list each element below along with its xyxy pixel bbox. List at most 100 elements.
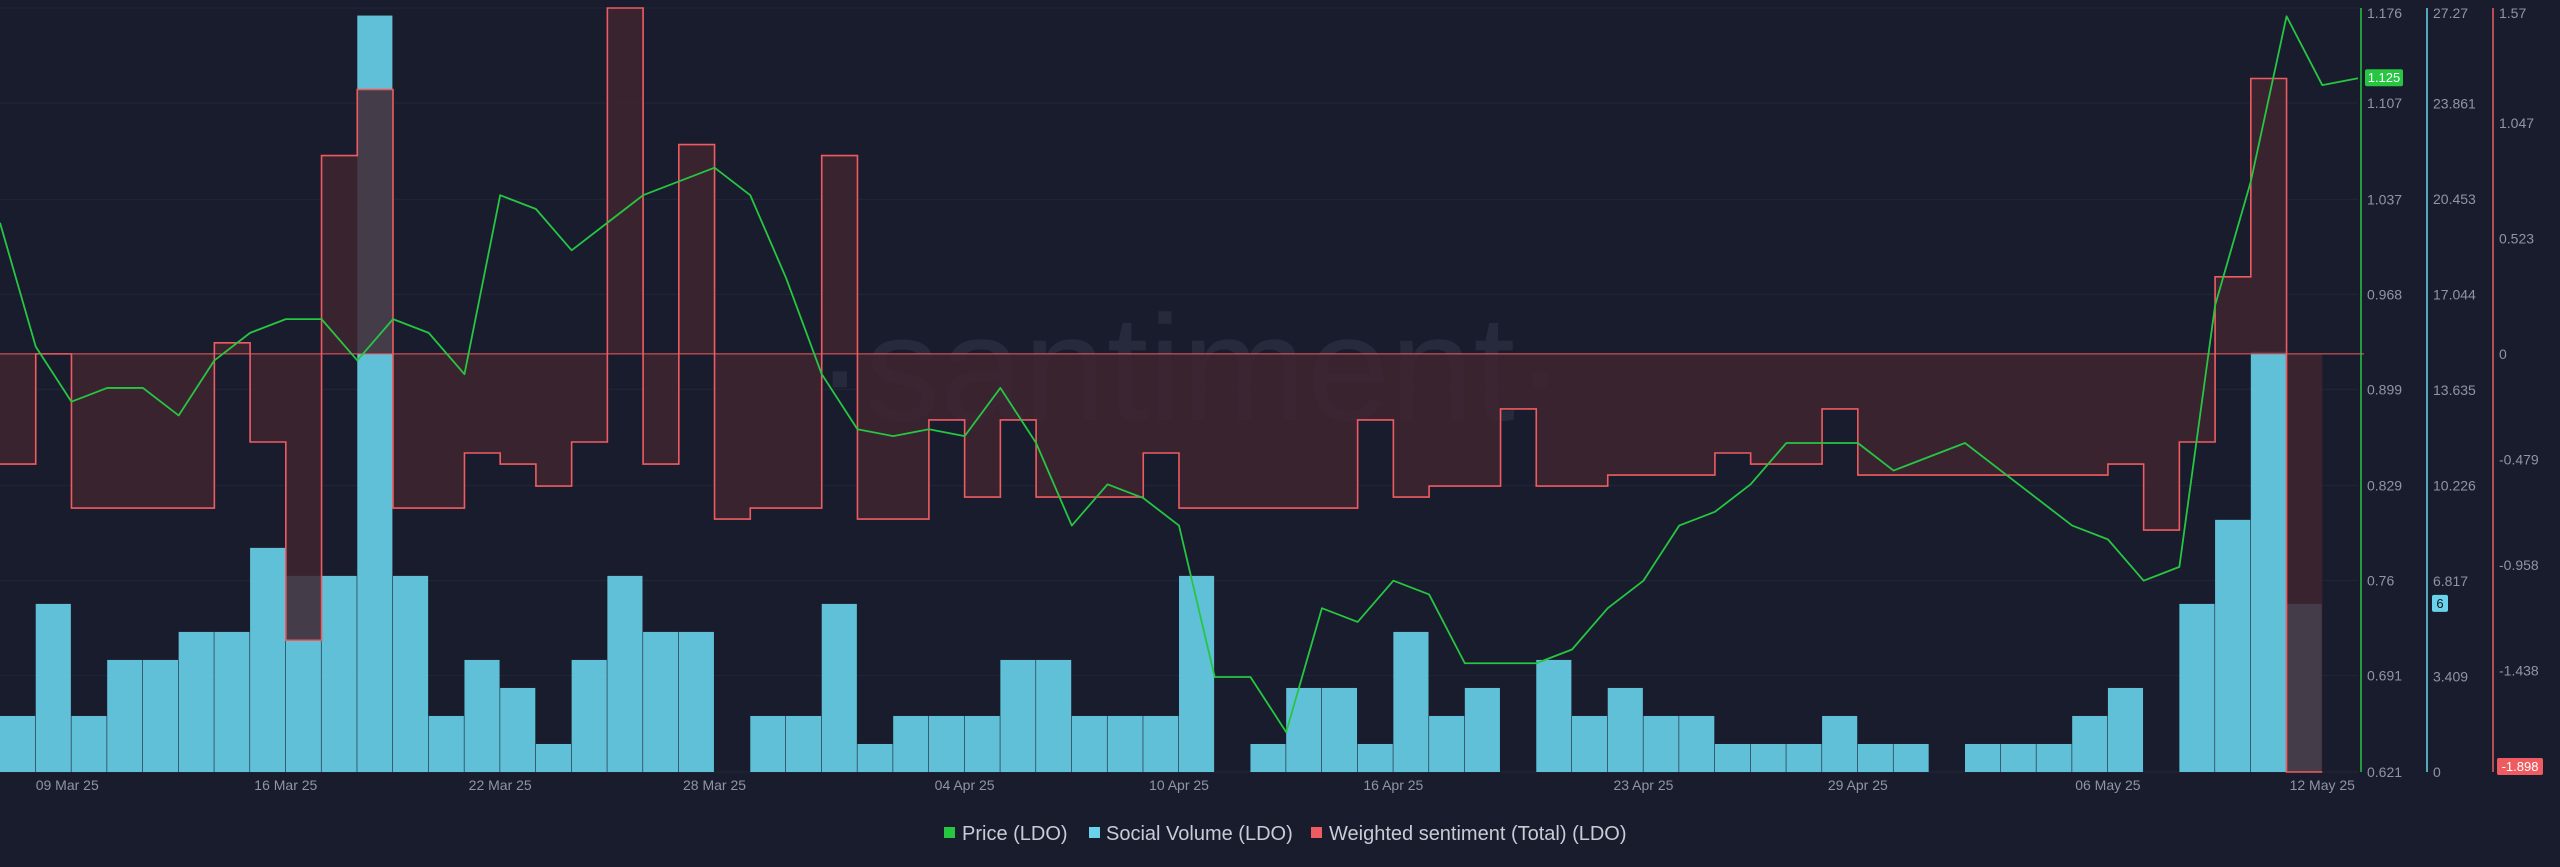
social-bar[interactable] xyxy=(214,631,250,772)
social-bar[interactable] xyxy=(964,715,1000,772)
social-tick-label: 3.409 xyxy=(2433,668,2468,684)
legend-label-social: Social Volume (LDO) xyxy=(1106,823,1293,845)
social-bar[interactable] xyxy=(500,687,536,772)
social-bar[interactable] xyxy=(1786,743,1822,772)
price-current-badge: 1.125 xyxy=(2368,70,2401,85)
social-bar[interactable] xyxy=(142,659,179,772)
legend-item-social[interactable]: Social Volume (LDO) xyxy=(1089,823,1293,845)
social-bar[interactable] xyxy=(1107,715,1143,772)
social-bar[interactable] xyxy=(1857,743,1893,772)
sentiment-tick-label: 0.523 xyxy=(2499,231,2534,247)
social-bar[interactable] xyxy=(1464,687,1500,772)
social-bar[interactable] xyxy=(35,603,71,772)
sentiment-current-badge: -1.898 xyxy=(2502,759,2539,774)
social-bar[interactable] xyxy=(0,715,36,772)
social-bar[interactable] xyxy=(1536,659,1572,772)
social-tick-label: 17.044 xyxy=(2433,286,2476,302)
x-tick-label: 23 Apr 25 xyxy=(1613,777,1673,793)
social-bar[interactable] xyxy=(1714,743,1751,772)
social-bar[interactable] xyxy=(1321,687,1358,772)
x-tick-label: 06 May 25 xyxy=(2075,777,2141,793)
social-bar[interactable] xyxy=(1822,715,1858,772)
social-bar[interactable] xyxy=(643,631,679,772)
social-bar[interactable] xyxy=(178,631,214,772)
social-bar[interactable] xyxy=(750,715,786,772)
x-tick-label: 09 Mar 25 xyxy=(36,777,99,793)
social-bar[interactable] xyxy=(1250,743,1286,772)
social-bar[interactable] xyxy=(786,715,822,772)
price-tick-label: 1.176 xyxy=(2367,5,2402,21)
social-bar[interactable] xyxy=(1071,715,1107,772)
social-bar[interactable] xyxy=(107,659,143,772)
x-tick-label: 28 Mar 25 xyxy=(683,777,746,793)
sentiment-current-badge-bg xyxy=(2497,758,2543,775)
social-bar[interactable] xyxy=(1357,743,1393,772)
social-bar[interactable] xyxy=(1679,715,1715,772)
social-bar[interactable] xyxy=(607,575,643,772)
social-bar[interactable] xyxy=(1286,687,1322,772)
price-tick-label: 0.899 xyxy=(2367,381,2402,397)
social-bar[interactable] xyxy=(1893,743,1929,772)
social-bar[interactable] xyxy=(1179,575,1215,772)
social-bar[interactable] xyxy=(2107,687,2144,772)
social-bar[interactable] xyxy=(2179,603,2215,772)
social-bar[interactable] xyxy=(321,575,357,772)
social-bar[interactable] xyxy=(428,715,464,772)
legend-item-sentiment[interactable]: Weighted sentiment (Total) (LDO) xyxy=(1311,823,1627,845)
social-bar[interactable] xyxy=(1429,715,1465,772)
social-bar[interactable] xyxy=(2250,351,2286,772)
social-bar[interactable] xyxy=(928,715,965,772)
social-tick-label: 6.817 xyxy=(2433,573,2468,589)
social-bar[interactable] xyxy=(1143,715,1179,772)
price-current-badge-bg xyxy=(2365,69,2403,87)
social-tick-label: 20.453 xyxy=(2433,191,2476,207)
price-line[interactable] xyxy=(0,15,2359,733)
social-bar[interactable] xyxy=(1572,715,1608,772)
price-tick-label: 0.691 xyxy=(2367,668,2402,684)
social-bar[interactable] xyxy=(1750,743,1786,772)
social-bar[interactable] xyxy=(1607,687,1643,772)
sentiment-tick-label: 1.047 xyxy=(2499,115,2534,131)
social-tick-label: 13.635 xyxy=(2433,382,2476,398)
sentiment-tick-label: 1.57 xyxy=(2499,5,2526,21)
social-bar[interactable] xyxy=(1393,631,1429,772)
x-tick-label: 10 Apr 25 xyxy=(1149,777,1209,793)
legend-swatch-price xyxy=(944,827,955,838)
sentiment-tick-label: -1.438 xyxy=(2499,663,2539,679)
social-bar[interactable] xyxy=(857,743,893,772)
social-tick-label: 23.861 xyxy=(2433,96,2476,112)
social-bar[interactable] xyxy=(464,659,500,772)
legend-swatch-sentiment xyxy=(1311,827,1322,838)
social-bar[interactable] xyxy=(1965,743,2001,772)
social-bar[interactable] xyxy=(250,547,286,772)
social-bar[interactable] xyxy=(893,715,929,772)
price-tick-label: 0.968 xyxy=(2367,286,2402,302)
sentiment-tick-label: 0 xyxy=(2499,346,2507,362)
social-bar[interactable] xyxy=(571,659,607,772)
sentiment-area xyxy=(0,8,2323,772)
social-tick-label: 10.226 xyxy=(2433,478,2476,494)
social-tick-label: 27.27 xyxy=(2433,5,2468,21)
legend: Price (LDO) Social Volume (LDO) Weighted… xyxy=(944,823,1627,845)
social-bar[interactable] xyxy=(1643,715,1679,772)
price-tick-label: 1.037 xyxy=(2367,191,2402,207)
social-bar[interactable] xyxy=(2215,519,2251,772)
social-bar[interactable] xyxy=(2036,743,2072,772)
sentiment-line[interactable] xyxy=(0,7,2323,773)
legend-item-price[interactable]: Price (LDO) xyxy=(944,823,1068,845)
social-bar[interactable] xyxy=(1036,659,1072,772)
social-bar[interactable] xyxy=(678,631,714,772)
social-bar[interactable] xyxy=(2000,743,2036,772)
social-bar[interactable] xyxy=(393,575,429,772)
social-bar[interactable] xyxy=(71,715,107,772)
social-bar[interactable] xyxy=(821,603,857,772)
social-bar[interactable] xyxy=(535,743,572,772)
social-bar[interactable] xyxy=(2072,715,2108,772)
price-series xyxy=(0,15,2359,733)
social-bar[interactable] xyxy=(1000,659,1036,772)
social-tick-label: 0 xyxy=(2433,764,2441,780)
x-tick-label: 16 Apr 25 xyxy=(1363,777,1423,793)
price-tick-label: 0.829 xyxy=(2367,478,2402,494)
